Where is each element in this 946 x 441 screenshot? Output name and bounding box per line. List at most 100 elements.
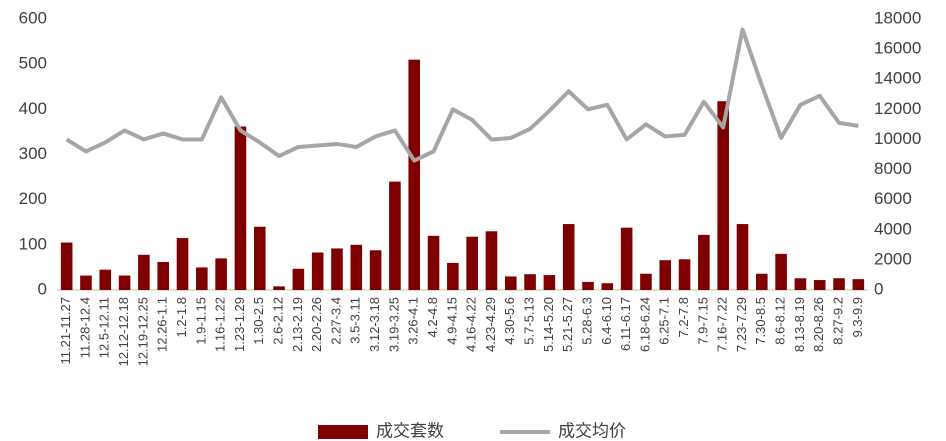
bar — [176, 238, 189, 290]
bar — [311, 252, 324, 290]
y2-tick-label: 12000 — [874, 99, 921, 118]
x-tick-label: 1.23-1.29 — [232, 297, 247, 352]
bar — [118, 275, 131, 290]
x-tick-label: 3.12-3.18 — [367, 297, 382, 352]
x-tick-label: 6.25-7.1 — [657, 297, 672, 345]
bar — [582, 281, 594, 290]
bar — [485, 231, 498, 290]
bar — [852, 279, 865, 290]
x-tick-label: 11.28-12.4 — [77, 297, 92, 358]
x-tick-label: 5.21-5.27 — [560, 297, 575, 352]
bar — [138, 254, 150, 290]
bar — [157, 261, 169, 290]
x-tick-label: 1.9-1.15 — [193, 297, 208, 345]
x-tick-label: 1.16-1.22 — [213, 297, 228, 352]
x-tick-label: 6.11-6.17 — [618, 297, 633, 351]
bar — [794, 278, 807, 290]
bar — [350, 244, 363, 290]
x-tick-label: 5.14-5.20 — [541, 297, 556, 352]
x-tick-label: 1.2-1.8 — [174, 297, 189, 337]
bar — [99, 269, 112, 290]
bar — [562, 224, 575, 290]
x-tick-label: 7.23-7.29 — [734, 297, 749, 352]
legend-label: 成交均价 — [558, 421, 626, 440]
line — [65, 27, 859, 163]
x-tick-label: 11.21-11.27 — [58, 297, 73, 364]
bar — [273, 286, 285, 290]
x-tick-label: 1.30-2.5 — [251, 297, 266, 345]
x-tick-label: 3.5-3.11 — [348, 297, 363, 344]
bar — [60, 242, 73, 290]
x-tick-label: 2.13-2.19 — [290, 297, 305, 352]
y-tick-label: 600 — [19, 8, 47, 27]
y2-tick-label: 16000 — [874, 39, 921, 58]
bar — [331, 248, 343, 290]
bar — [504, 276, 517, 290]
legend-label: 成交套数 — [376, 421, 444, 440]
x-tick-label: 6.18-6.24 — [637, 297, 652, 352]
bar — [775, 253, 787, 290]
bar — [756, 273, 768, 290]
bar — [369, 250, 382, 290]
y2-tick-label: 10000 — [874, 129, 921, 148]
bar — [698, 234, 710, 290]
x-tick-label: 9.3-9.9 — [850, 297, 865, 337]
x-tick-label: 2.6-2.12 — [270, 297, 285, 345]
bar — [253, 226, 266, 290]
x-tick-label: 8.27-9.2 — [830, 297, 845, 345]
x-tick-label: 3.26-4.1 — [406, 297, 421, 345]
y-tick-label: 500 — [19, 54, 47, 73]
y2-tick-label: 6000 — [874, 189, 912, 208]
y2-tick-label: 18000 — [874, 8, 921, 27]
x-tick-label: 12.26-1.1 — [155, 297, 170, 352]
x-tick-label: 4.30-5.6 — [502, 297, 517, 345]
x-tick-label: 7.2-7.8 — [676, 297, 691, 337]
y2-tick-label: 8000 — [874, 159, 912, 178]
x-tick-label: 6.4-6.10 — [599, 297, 614, 345]
y-tick-label: 100 — [19, 234, 47, 253]
bar — [80, 275, 92, 290]
bar — [196, 267, 208, 290]
bar — [620, 227, 633, 290]
bar — [640, 273, 652, 290]
bar — [389, 181, 401, 290]
bar — [466, 236, 478, 290]
x-tick-label: 4.23-4.29 — [483, 297, 498, 352]
bar — [659, 260, 672, 290]
y-tick-label: 200 — [19, 189, 47, 208]
bar — [678, 259, 691, 290]
x-tick-label: 8.20-8.26 — [811, 297, 826, 352]
y2-tick-label: 4000 — [874, 219, 912, 238]
bar — [833, 278, 845, 290]
x-tick-label: 12.12-12.18 — [116, 297, 131, 366]
x-tick-label: 7.9-7.15 — [695, 297, 710, 345]
bar — [408, 59, 421, 291]
bar — [427, 235, 440, 290]
bar — [717, 101, 729, 290]
bar — [447, 262, 459, 290]
y-tick-label: 400 — [19, 99, 47, 118]
x-tick-label: 12.5-12.11 — [97, 297, 112, 358]
bar — [736, 224, 749, 290]
legend-swatch — [318, 425, 368, 439]
x-tick-label: 4.2-4.8 — [425, 297, 440, 337]
y-tick-label: 300 — [19, 144, 47, 163]
x-tick-label: 8.13-8.19 — [792, 297, 807, 352]
bar — [601, 283, 614, 290]
y2-tick-label: 2000 — [874, 249, 912, 268]
y-tick-label: 0 — [38, 279, 47, 298]
bar — [524, 274, 536, 290]
y2-tick-label: 14000 — [874, 69, 921, 88]
x-tick-label: 8.6-8.12 — [773, 297, 788, 345]
y2-tick-label: 0 — [874, 279, 883, 298]
x-tick-label: 12.19-12.25 — [135, 297, 150, 366]
bar — [234, 126, 247, 290]
bar — [292, 268, 305, 290]
x-tick-label: 3.19-3.25 — [386, 297, 401, 352]
bar — [813, 280, 826, 290]
x-tick-label: 5.7-5.13 — [522, 297, 537, 345]
x-tick-label: 5.28-6.3 — [579, 297, 594, 345]
x-tick-label: 4.16-4.22 — [464, 297, 479, 352]
x-tick-label: 2.20-2.26 — [309, 297, 324, 352]
